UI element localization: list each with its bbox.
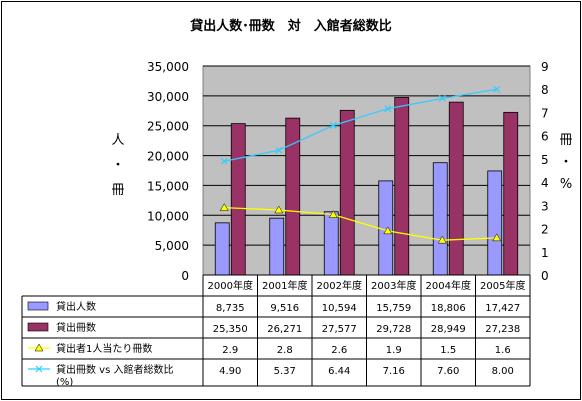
bar [432,162,448,276]
data-label: 18,806 [431,303,466,314]
data-label: 2.9 [222,345,238,356]
legend-key [27,301,49,311]
y-right-tick-label: 8 [541,83,549,97]
x-tick-label: 2005年度 [480,279,525,292]
data-label: 29,728 [376,324,411,335]
data-label: 1.6 [495,345,511,356]
data-label: 5.37 [274,366,296,377]
y-right-axis-label: ・ [559,155,572,170]
legend-label: 貸出冊数 [56,321,96,334]
bar [269,217,285,276]
data-label: 17,427 [485,303,520,314]
y-left-tick-label: 30,000 [147,90,189,104]
bar [503,111,519,276]
line-point [493,85,501,93]
y-left-tick-label: 20,000 [147,150,189,164]
y-right-tick-label: 9 [541,60,549,74]
data-label: 26,271 [267,324,302,335]
y-right-tick-label: 4 [541,176,549,190]
y-right-tick-label: 5 [541,153,549,167]
line-point [220,157,228,165]
bar [378,180,394,276]
y-left-tick-label: 25,000 [147,120,189,134]
legend-label: 貸出者1人当たり冊数 [56,342,152,355]
data-label: 8,735 [216,303,245,314]
bar [394,97,410,276]
data-label: 25,350 [213,324,248,335]
data-label: 10,594 [322,303,357,314]
line-point [328,210,338,218]
line-point [437,235,447,244]
legend-label: (%) [56,377,73,388]
data-label: 2.8 [277,345,293,356]
y-left-tick-label: 35,000 [147,60,189,74]
y-right-tick-label: 1 [541,246,549,260]
bar [230,123,246,276]
data-label: 8.00 [492,366,514,377]
data-label: 28,949 [431,324,466,335]
bar [214,222,230,276]
y-right-tick-label: 2 [541,223,549,237]
x-tick-label: 2004年度 [426,279,471,292]
data-label: 1.9 [386,345,402,356]
legend-key [34,343,44,352]
bar [323,211,339,276]
plot-area [202,65,531,276]
data-label: 4.90 [219,366,241,377]
data-label: 7.60 [437,366,459,377]
legend-key [27,322,49,332]
line-point [384,105,392,113]
bar [448,101,464,276]
line-point [275,146,283,154]
y-left-axis-label: ・ [111,158,124,173]
line-point [492,233,502,242]
chart-title: 貸出人数･冊数 対 入館者総数比 [190,18,392,34]
y-right-tick-label: 6 [541,130,549,144]
data-label: 7.16 [383,366,405,377]
y-left-axis-label: 冊 [111,183,124,198]
y-right-axis-label: % [560,177,572,192]
y-right-tick-label: 3 [541,199,549,213]
bar [339,109,355,276]
bar [487,170,503,276]
data-label: 2.6 [331,345,347,356]
data-label: 9,516 [270,303,299,314]
data-label: 1.5 [440,345,456,356]
data-label: 27,577 [322,324,357,335]
series-line [224,207,497,241]
y-left-tick-label: 10,000 [147,209,189,223]
y-right-tick-label: 7 [541,106,549,120]
data-label: 6.44 [328,366,350,377]
legend-label: 貸出冊数 vs 入館者総数比 [56,363,174,376]
y-right-axis-label: 冊 [559,133,572,148]
y-left-tick-label: 15,000 [147,179,189,193]
series-line [224,88,497,162]
y-left-axis-label: 人 [111,133,124,148]
y-left-tick-label: 0 [181,269,189,283]
data-label: 15,759 [376,303,411,314]
line-point [329,122,337,129]
x-tick-label: 2003年度 [371,279,416,292]
legend-key [35,365,43,373]
x-tick-label: 2002年度 [317,279,362,292]
y-left-tick-label: 5,000 [155,239,189,253]
y-right-tick-label: 0 [541,269,549,283]
x-tick-label: 2001年度 [262,279,307,292]
line-point [274,205,284,214]
data-label: 27,238 [485,324,520,335]
line-point [219,203,229,211]
line-point [438,95,446,102]
legend-label: 貸出人数 [56,300,96,313]
x-tick-label: 2000年度 [208,279,253,292]
line-point [383,226,393,235]
